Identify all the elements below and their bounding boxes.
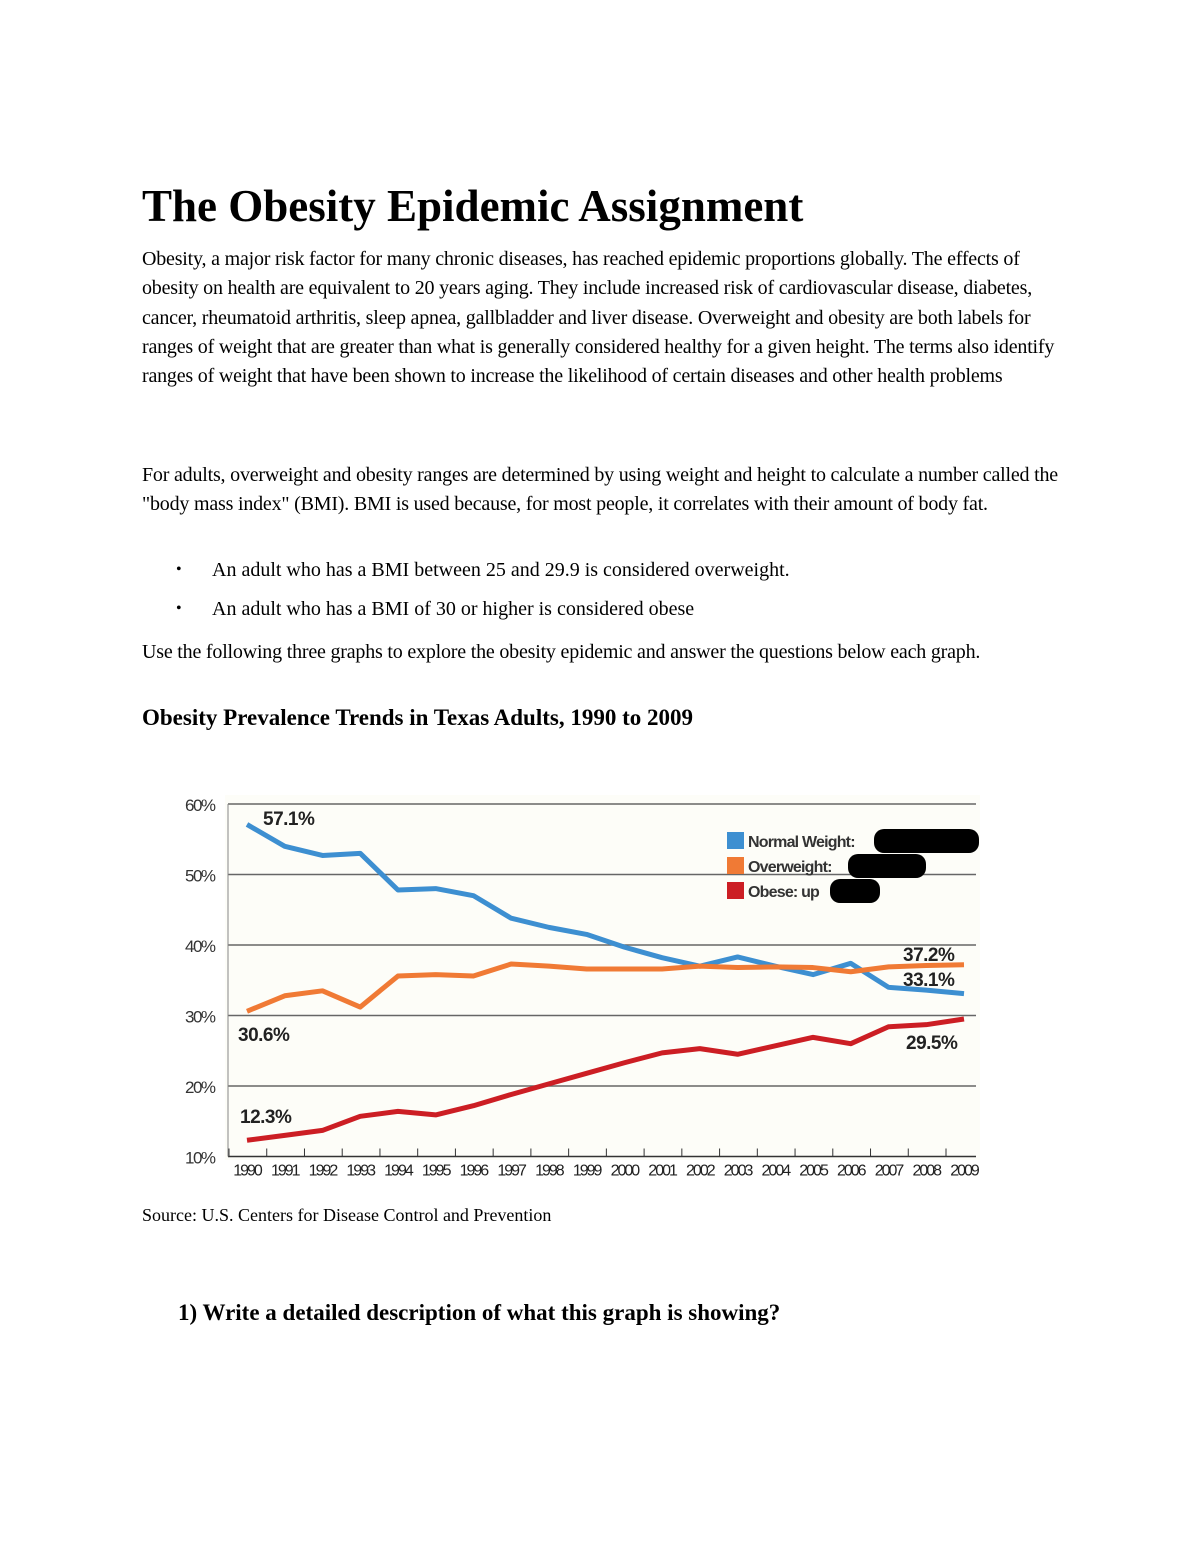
x-tick-label: 2007 (875, 1163, 905, 1180)
obesity-trend-chart: 10% 20% 30% 40% 50% 60% 1990 1991 1992 1993 1994 19… (185, 795, 982, 1180)
x-tick-label: 2009 (950, 1163, 980, 1180)
legend-label: Obese: up (748, 884, 820, 901)
x-tick-label: 2008 (912, 1163, 942, 1180)
series-line-1 (246, 961, 965, 1014)
data-label: 29.5% (906, 1033, 958, 1054)
x-tick-label: 1998 (535, 1163, 565, 1180)
x-tick-label: 2002 (686, 1163, 716, 1180)
x-tick-label: 1996 (460, 1163, 490, 1180)
data-label: 37.2% (903, 945, 955, 966)
y-tick-label: 50% (185, 867, 216, 886)
x-tick-label: 1990 (233, 1163, 263, 1180)
x-tick-label: 2005 (799, 1163, 829, 1180)
x-tick-label: 2001 (648, 1163, 678, 1180)
chart-source: Source: U.S. Centers for Disease Control… (142, 1205, 552, 1225)
data-label: 33.1% (903, 970, 955, 991)
x-tick-label: 2006 (837, 1163, 867, 1180)
legend-label: Normal Weight: (748, 834, 855, 851)
redaction-mark (848, 854, 926, 878)
y-tick-label: 40% (185, 937, 216, 956)
legend-swatch (727, 857, 744, 874)
y-tick-label: 60% (185, 796, 216, 815)
legend-swatch (727, 832, 744, 849)
x-tick-label: 1991 (271, 1163, 301, 1180)
legend-swatch (727, 882, 744, 899)
y-tick-label: 30% (185, 1008, 216, 1027)
bullet-icon: • (176, 600, 182, 617)
x-tick-label: 1995 (422, 1163, 452, 1180)
x-tick-label: 1994 (384, 1163, 414, 1180)
document-title: The Obesity Epidemic Assignment (142, 181, 804, 231)
series-line-2 (246, 1016, 965, 1143)
bmi-paragraph: For adults, overweight and obesity range… (142, 464, 1058, 516)
chart-heading: Obesity Prevalence Trends in Texas Adult… (142, 705, 693, 730)
plot-background (225, 795, 980, 1160)
data-label: 12.3% (240, 1107, 292, 1128)
x-tick-label: 1992 (309, 1163, 339, 1180)
instructions-paragraph: Use the following three graphs to explor… (142, 641, 981, 663)
redaction-mark (874, 829, 979, 853)
x-tick-label: 2003 (724, 1163, 754, 1180)
x-tick-label: 2000 (611, 1163, 641, 1180)
x-tick-label: 1999 (573, 1163, 603, 1180)
legend-label: Overweight: (748, 859, 832, 876)
bullet-obese: An adult who has a BMI of 30 or higher i… (212, 598, 695, 620)
intro-paragraph: Obesity, a major risk factor for many ch… (142, 248, 1055, 388)
data-label: 57.1% (263, 809, 315, 830)
x-tick-label: 1993 (346, 1163, 376, 1180)
redaction-mark (830, 879, 880, 903)
x-tick-label: 2004 (762, 1163, 792, 1180)
bullet-icon: • (176, 561, 182, 578)
y-tick-label: 10% (185, 1149, 216, 1168)
x-tick-label: 1997 (497, 1163, 527, 1180)
data-label: 30.6% (238, 1025, 290, 1046)
question-1: 1) Write a detailed description of what … (178, 1300, 781, 1325)
y-tick-label: 20% (185, 1078, 216, 1097)
bullet-overweight: An adult who has a BMI between 25 and 29… (212, 559, 790, 581)
series-line-0 (245, 822, 965, 997)
